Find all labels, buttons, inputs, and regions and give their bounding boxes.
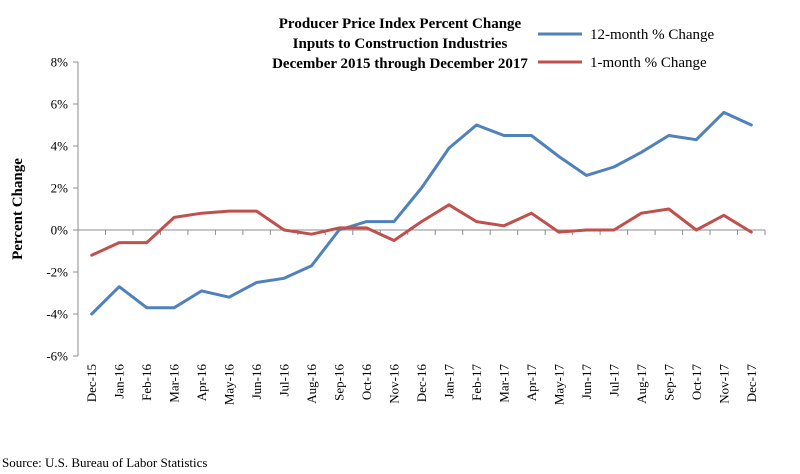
x-axis: Dec-15 Jan-16 Feb-16 Mar-16 Apr-16 May-16 Jun-… bbox=[77, 229, 766, 406]
y-tick-label: 6% bbox=[51, 97, 69, 112]
x-tick-label: Feb-16 bbox=[139, 364, 154, 401]
x-tick-label: Aug-17 bbox=[634, 364, 649, 404]
series-line-1-month bbox=[90, 203, 753, 257]
x-tick-label: Feb-17 bbox=[469, 364, 484, 401]
series-layer bbox=[90, 110, 753, 316]
x-tick-label: Dec-15 bbox=[84, 364, 99, 402]
x-tick-label: Nov-16 bbox=[387, 364, 402, 404]
x-tick-label: Jan-17 bbox=[441, 364, 456, 399]
legend-label-12-month: 12-month % Change bbox=[590, 27, 714, 43]
series-line-12-month bbox=[90, 110, 753, 316]
y-tick-label: -2% bbox=[46, 265, 68, 280]
y-tick-label: 2% bbox=[51, 181, 69, 196]
x-tick-label: Oct-17 bbox=[689, 364, 704, 401]
x-tick-label: Dec-17 bbox=[744, 364, 759, 403]
x-tick-label: Nov-17 bbox=[716, 364, 731, 404]
y-axis: 8% 6% 4% 2% 0% -2% -4% -6% bbox=[46, 55, 79, 364]
x-tick-label: Mar-17 bbox=[496, 364, 511, 403]
x-tick-label: May-16 bbox=[222, 364, 237, 406]
x-tick-label: Sep-17 bbox=[661, 364, 676, 401]
source-note: Source: U.S. Bureau of Labor Statistics bbox=[2, 455, 207, 470]
x-tick-label: Sep-16 bbox=[332, 364, 347, 401]
y-tick-label: -4% bbox=[46, 307, 68, 322]
legend-label-1-month: 1-month % Change bbox=[590, 55, 707, 71]
x-tick-label: Apr-16 bbox=[194, 364, 209, 402]
x-tick-label: Jun-17 bbox=[579, 364, 594, 400]
x-tick-label: Apr-17 bbox=[524, 364, 539, 402]
x-tick-label: Jun-16 bbox=[249, 364, 264, 400]
chart-title-line-3: December 2015 through December 2017 bbox=[272, 56, 528, 72]
x-tick-label: Jul-17 bbox=[606, 364, 621, 397]
x-tick-label: Jan-16 bbox=[112, 364, 127, 399]
x-tick-label: May-17 bbox=[551, 364, 566, 406]
y-tick-label: 4% bbox=[51, 139, 69, 154]
y-tick-label: -6% bbox=[46, 349, 68, 364]
chart-title-line-2: Inputs to Construction Industries bbox=[293, 36, 508, 52]
x-tick-label: Jul-16 bbox=[277, 364, 292, 397]
x-tick-label: Aug-16 bbox=[304, 364, 319, 404]
y-tick-label: 0% bbox=[51, 223, 69, 238]
chart-legend: 12-month % Change 1-month % Change bbox=[538, 27, 714, 71]
x-tick-label: Oct-16 bbox=[359, 364, 374, 401]
chart-title-line-1: Producer Price Index Percent Change bbox=[279, 16, 522, 32]
x-tick-label: Mar-16 bbox=[167, 364, 182, 403]
y-tick-label: 8% bbox=[51, 55, 69, 70]
chart-title: Producer Price Index Percent Change Inpu… bbox=[272, 16, 528, 72]
y-axis-title: Percent Change bbox=[10, 158, 26, 260]
x-tick-label: Dec-16 bbox=[414, 364, 429, 403]
